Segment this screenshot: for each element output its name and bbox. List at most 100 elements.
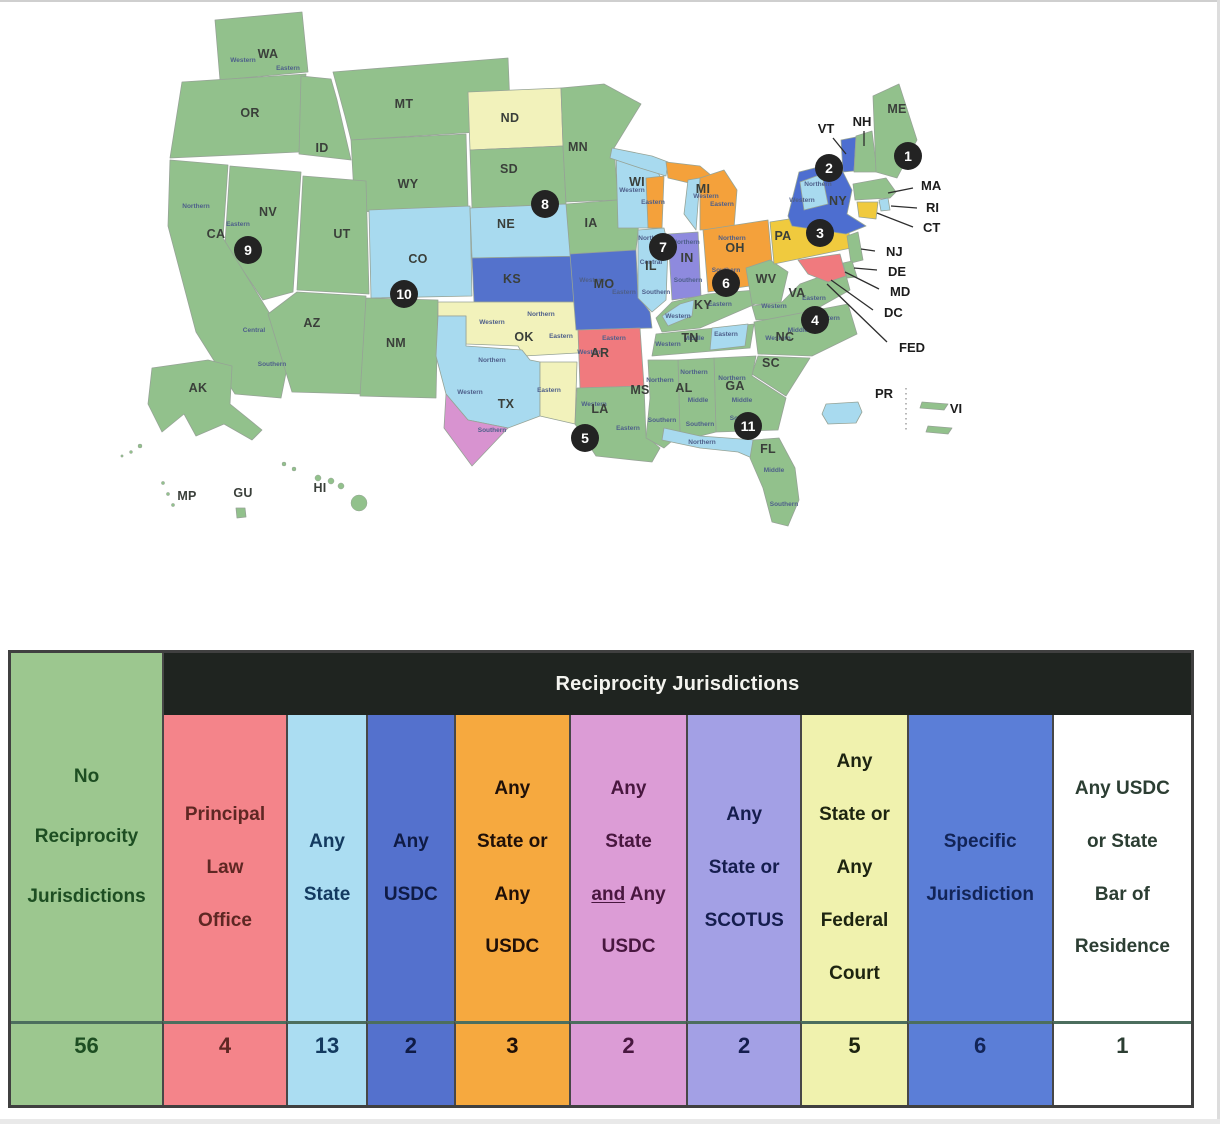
state-label-WV: WV (756, 272, 777, 286)
legend-cell-line: or State (1087, 830, 1158, 852)
legend-cell-line: State or (476, 830, 548, 852)
legend-cell-line: Any (494, 777, 531, 799)
district-label: Western (655, 341, 681, 348)
state-WV (745, 259, 789, 307)
island (137, 443, 143, 449)
circuit-marker-number: 8 (541, 196, 549, 212)
legend-cell-8: Any State or Any Federal Court (800, 715, 907, 1021)
legend-cell-line: No (73, 766, 100, 787)
state-label-AK: AK (189, 381, 208, 395)
state-label-GA: GA (725, 379, 744, 393)
state-MS (645, 359, 681, 449)
legend-cell-line: Federal (820, 909, 889, 931)
legend-cell-line: Jurisdictions (27, 886, 146, 907)
legend-cell-line: Any (309, 830, 345, 852)
legend-cell-5: Any State or Any USDC (453, 715, 570, 1021)
district-label: Western (577, 349, 603, 356)
state-MT (332, 57, 512, 141)
callout-label-VT: VT (818, 121, 835, 136)
legend-cell-6: Any State and Any USDC (569, 715, 686, 1021)
state-MD (797, 253, 847, 283)
state-label-CA: CA (207, 227, 226, 241)
legend-cell-1: No Reciprocity Jurisdictions (11, 653, 163, 1021)
callout-leader-RI (890, 205, 918, 209)
state-label-NM: NM (386, 336, 406, 350)
state-MI_W (683, 177, 701, 231)
district-label: Northern (804, 181, 831, 188)
legend-cell-line: USDC (485, 936, 540, 958)
circuit-marker-number: 7 (659, 239, 667, 255)
page-edge-right (1217, 0, 1220, 1124)
circuit-marker-number: 6 (722, 275, 730, 291)
district-label: Middle (764, 467, 785, 474)
state-TN_E (709, 323, 749, 351)
district-label: Middle (732, 397, 753, 404)
district-label: Western (581, 401, 607, 408)
state-KY_W (661, 299, 695, 327)
district-label: Western (789, 197, 815, 204)
state-label-MN: MN (568, 140, 588, 154)
callout-label-NH: NH (853, 114, 872, 129)
state-label-KS: KS (503, 272, 521, 286)
district-label: Eastern (802, 295, 826, 302)
count-cell-2: 4 (162, 1021, 286, 1105)
state-label-ME: ME (887, 102, 906, 116)
circuit-marker-number: 3 (816, 225, 824, 241)
state-label-WA: WA (258, 47, 279, 61)
legend-cell-line: USDC (601, 936, 656, 958)
callout-leader-CT (876, 212, 914, 228)
legend-cell-3: Any State (285, 715, 367, 1021)
legend-cell-line: Any (392, 830, 429, 852)
state-label-LA: LA (591, 402, 608, 416)
state-PR (821, 401, 863, 425)
us-federal-districts-map: VT NH MA RI CT NJ DE MD DC FED PR VI Western Eastern N… (120, 11, 962, 527)
legend-cell-line: Residence (1074, 936, 1170, 958)
circuit-marker-number: 4 (811, 312, 819, 328)
district-label: Western (761, 303, 787, 310)
legend-cell-line: Law (206, 857, 244, 879)
island (337, 482, 345, 490)
island (350, 494, 368, 512)
legend-cell-line: Any (610, 777, 647, 799)
district-label: Western (457, 389, 483, 396)
state-MI_UPW (609, 147, 669, 177)
state-FL (749, 437, 800, 527)
state-label-SC: SC (762, 356, 780, 370)
district-label: Eastern (276, 65, 300, 72)
state-ID (298, 75, 352, 161)
district-label: Eastern (708, 301, 732, 308)
legend-cell-line: Court (829, 962, 880, 984)
state-VI1 (919, 401, 949, 411)
legend-cell-line: and Any (591, 883, 666, 905)
district-label: Middle (788, 327, 809, 334)
legend-cell-line: Any USDC (1074, 777, 1170, 799)
callout-label-RI: RI (926, 200, 939, 215)
district-label: Eastern (616, 425, 640, 432)
state-label-OR: OR (240, 106, 259, 120)
district-label: Northern (527, 311, 554, 318)
state-MA (852, 177, 897, 201)
circuit-marker-number: 10 (396, 286, 412, 302)
legend-cell-line: Any (836, 751, 873, 773)
district-label: Northern (680, 369, 707, 376)
legend-cell-line: State or (819, 804, 890, 826)
district-label: Western (693, 193, 719, 200)
island (120, 454, 124, 458)
state-TX_S (443, 393, 509, 467)
circuit-marker-10 (390, 280, 418, 308)
legend-cell-10: Any USDC or State Bar of Residence (1051, 715, 1191, 1021)
state-label-NV: NV (259, 205, 277, 219)
state-MN (560, 83, 642, 203)
circuit-marker-5 (571, 424, 599, 452)
island (291, 466, 297, 472)
callout-leader-NJ (860, 248, 876, 252)
state-CT (856, 201, 879, 220)
island (327, 477, 335, 485)
district-label: Southern (642, 289, 671, 296)
circuit-marker-8 (531, 190, 559, 218)
state-label-OH: OH (725, 241, 744, 255)
us-map-svg: VT NHMARICTNJDEMDDCFEDPRVIWesternEasternN… (120, 11, 962, 527)
state-label-MS: MS (630, 383, 649, 397)
district-label: Central (243, 327, 266, 334)
state-MO (569, 249, 653, 331)
